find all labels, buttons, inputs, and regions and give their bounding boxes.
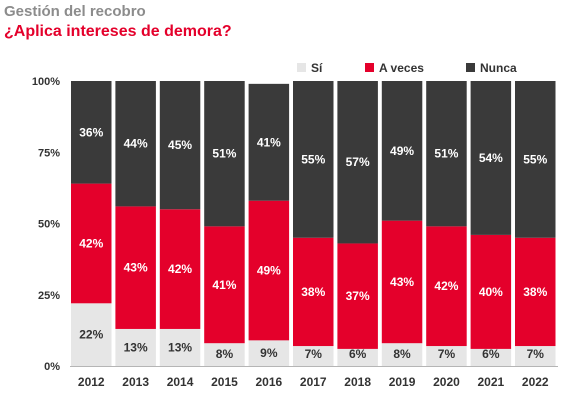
bar-segment-nunca [515, 81, 556, 238]
data-label: 36% [79, 125, 103, 139]
bar-segment-nunca [159, 81, 201, 210]
data-label: 49% [390, 144, 414, 158]
data-label: 7% [438, 347, 456, 361]
data-label: 49% [257, 264, 281, 278]
bar-segment-nunca [115, 81, 156, 207]
bar-segment-si [204, 343, 245, 366]
legend-swatch [365, 63, 374, 72]
bar-segment-a-veces [71, 183, 112, 304]
bar-segment-si [337, 348, 378, 366]
bar-segment-a-veces [337, 243, 378, 349]
bar-segment-a-veces [381, 220, 423, 344]
bar-segment-si [293, 346, 334, 366]
data-label: 57% [346, 155, 370, 169]
data-label: 54% [479, 151, 503, 165]
data-label: 40% [479, 285, 503, 299]
bar-segment-a-veces [248, 200, 290, 341]
bar-segment-a-veces [426, 226, 467, 347]
bar-segment-a-veces [204, 226, 245, 344]
legend-label: Nunca [480, 61, 517, 75]
data-label: 41% [212, 278, 236, 292]
data-label: 13% [168, 340, 192, 354]
bar-segment-a-veces [470, 234, 512, 349]
data-label: 7% [527, 347, 545, 361]
bar-segment-a-veces [515, 237, 556, 347]
data-label: 55% [301, 152, 325, 166]
bar-segment-nunca [337, 81, 378, 244]
bar-segment-nunca [381, 81, 423, 221]
data-label: 9% [260, 346, 278, 360]
data-label: 38% [523, 285, 547, 299]
data-label: 51% [212, 147, 236, 161]
chart-title: ¿Aplica intereses de demora? [4, 23, 232, 40]
data-label: 37% [346, 289, 370, 303]
bar-segment-nunca [71, 81, 112, 184]
legend-label: A veces [379, 61, 424, 75]
bar-segment-nunca [293, 81, 334, 238]
x-tick-label: 2017 [300, 375, 327, 389]
data-label: 55% [523, 152, 547, 166]
bar-segment-si [515, 346, 556, 366]
bar-segment-nunca [470, 81, 512, 235]
data-label: 51% [434, 147, 458, 161]
data-label: 8% [393, 347, 411, 361]
x-tick-label: 2018 [344, 375, 371, 389]
y-tick-label: 100% [32, 76, 60, 88]
data-label: 43% [124, 261, 148, 275]
data-label: 8% [216, 347, 234, 361]
x-tick-label: 2019 [389, 375, 416, 389]
y-tick-label: 0% [44, 361, 60, 373]
bar-segment-si [381, 343, 423, 366]
data-label: 41% [257, 135, 281, 149]
data-label: 6% [349, 347, 367, 361]
data-label: 7% [305, 347, 323, 361]
x-tick-label: 2014 [167, 375, 194, 389]
data-label: 13% [124, 340, 148, 354]
data-label: 22% [79, 328, 103, 342]
y-tick-label: 75% [38, 147, 60, 159]
x-tick-label: 2013 [122, 375, 149, 389]
bar-segment-nunca [204, 81, 245, 227]
chart-kicker: Gestión del recobro [4, 3, 146, 20]
data-label: 45% [168, 138, 192, 152]
bar-segment-a-veces [115, 206, 156, 329]
x-tick-label: 2015 [211, 375, 238, 389]
data-label: 43% [390, 275, 414, 289]
data-label: 42% [168, 262, 192, 276]
bar-segment-si [470, 348, 512, 366]
chart-header: Gestión del recobro ¿Aplica intereses de… [4, 2, 232, 42]
data-label: 42% [434, 279, 458, 293]
x-tick-label: 2012 [78, 375, 105, 389]
x-tick-label: 2020 [433, 375, 460, 389]
y-tick-label: 25% [38, 290, 60, 302]
y-tick-label: 50% [38, 219, 60, 231]
data-label: 42% [79, 236, 103, 250]
legend-swatch [466, 63, 475, 72]
legend-label: Sí [311, 61, 323, 75]
x-tick-label: 2016 [255, 375, 282, 389]
bar-segment-a-veces [293, 237, 334, 347]
bar-segment-si [426, 346, 467, 366]
data-label: 44% [124, 137, 148, 151]
bar-segment-si [71, 303, 112, 366]
legend-swatch [297, 63, 306, 72]
bar-segment-si [115, 328, 156, 366]
bar-segment-nunca [426, 81, 467, 227]
x-tick-label: 2022 [522, 375, 549, 389]
data-label: 6% [482, 347, 500, 361]
bar-segment-si [159, 328, 201, 366]
data-label: 38% [301, 285, 325, 299]
bar-segment-a-veces [159, 209, 201, 329]
bar-segment-nunca [248, 83, 290, 201]
bar-segment-si [248, 340, 290, 366]
x-tick-label: 2021 [477, 375, 504, 389]
